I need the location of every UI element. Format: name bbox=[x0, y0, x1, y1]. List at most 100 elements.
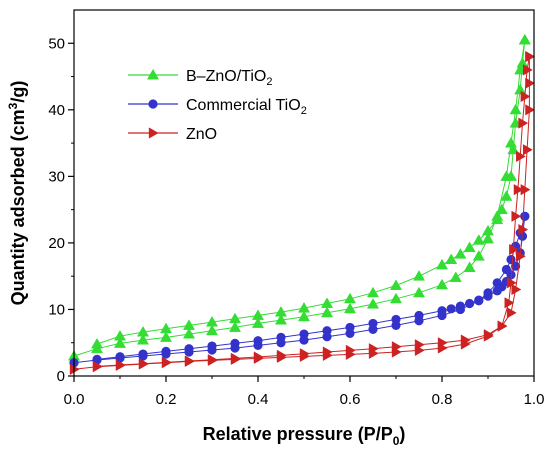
series-1-desorption-point bbox=[492, 286, 502, 296]
series-2-desorption-point bbox=[497, 320, 508, 332]
x-tick-label: 0.4 bbox=[248, 391, 269, 408]
series-2-desorption-line bbox=[96, 56, 530, 367]
series-0-adsorption-point bbox=[504, 136, 518, 148]
series-0-adsorption-point bbox=[136, 333, 150, 345]
x-axis-title-subscript: 0 bbox=[393, 434, 400, 448]
series-2-desorption-point bbox=[184, 355, 195, 367]
series-0-desorption-point bbox=[445, 253, 458, 264]
series-1-desorption-point bbox=[368, 318, 378, 329]
series-0-desorption-point bbox=[454, 248, 467, 259]
series-0-adsorption-point bbox=[320, 306, 334, 318]
y-axis-title-end: /g) bbox=[8, 81, 28, 103]
series-1-desorption-point bbox=[446, 304, 456, 314]
series-2-desorption-point bbox=[518, 117, 529, 129]
x-tick-label: 1.0 bbox=[524, 391, 545, 408]
series-0-adsorption-point bbox=[274, 313, 288, 325]
x-axis-title: Relative pressure (P/P0) bbox=[203, 424, 406, 448]
series-2-desorption-point bbox=[345, 344, 356, 357]
series-0-adsorption-point bbox=[228, 321, 242, 332]
series-2-adsorption-point bbox=[69, 363, 80, 375]
series-0-desorption-point bbox=[481, 224, 495, 236]
series-2-adsorption-point bbox=[522, 144, 533, 156]
y-axis-title-superscript: 3 bbox=[6, 102, 20, 109]
x-tick-label: 0.0 bbox=[64, 391, 85, 408]
series-0-desorption-point bbox=[504, 170, 518, 181]
series-0-adsorption-point bbox=[113, 337, 127, 348]
series-0-desorption-point bbox=[297, 302, 311, 313]
series-0-desorption-point bbox=[435, 258, 449, 270]
series-2-desorption-point bbox=[513, 184, 524, 196]
series-2-desorption-point bbox=[506, 277, 517, 289]
series-0-desorption-point bbox=[205, 315, 219, 327]
series-0 bbox=[67, 33, 531, 361]
series-0-adsorption-point bbox=[472, 250, 485, 261]
series-0-desorption-point bbox=[182, 319, 196, 330]
series-0-desorption-point bbox=[463, 241, 476, 253]
series-0-adsorption-point bbox=[182, 327, 196, 339]
series-2-adsorption-point bbox=[516, 250, 526, 262]
legend: B–ZnO/TiO2 Commercial TiO2 ZnO bbox=[128, 68, 307, 143]
series-0-adsorption-point bbox=[389, 292, 403, 304]
series-0-desorption-point bbox=[500, 190, 513, 201]
series-0-desorption-point bbox=[389, 279, 403, 290]
legend-label-0: B–ZnO/TiO2 bbox=[186, 68, 272, 88]
x-tick-label: 0.2 bbox=[156, 391, 177, 408]
series-1-desorption-point bbox=[322, 326, 332, 336]
series-1-desorption-point bbox=[391, 314, 401, 325]
series-2-adsorption-point bbox=[506, 307, 517, 319]
series-2-adsorption-point bbox=[511, 283, 522, 296]
series-2-desorption-point bbox=[368, 343, 379, 355]
series-1-desorption-point bbox=[455, 301, 466, 311]
x-tick-label: 0.8 bbox=[432, 391, 453, 408]
series-1-desorption-point bbox=[345, 322, 355, 333]
series-0-adsorption-point bbox=[449, 271, 462, 282]
y-tick-label: 10 bbox=[48, 301, 65, 318]
series-0-desorption-point bbox=[159, 322, 173, 334]
series-1-desorption-point bbox=[474, 295, 484, 305]
legend-marker-0 bbox=[146, 68, 160, 80]
series-2-desorption-point bbox=[483, 329, 494, 341]
series-0-desorption-point bbox=[366, 286, 380, 298]
series-0-desorption-point bbox=[90, 337, 104, 349]
series-0-desorption-point bbox=[472, 234, 485, 245]
legend-label-2: ZnO bbox=[186, 126, 217, 143]
series-1-desorption-point bbox=[510, 261, 521, 271]
series-1-desorption-point bbox=[465, 298, 475, 309]
series-2-desorption-point bbox=[460, 334, 471, 346]
series-1-desorption-point bbox=[276, 332, 286, 343]
series-0-desorption-point bbox=[491, 213, 504, 225]
series-0-desorption-point bbox=[412, 270, 426, 281]
series-2-adsorption-point bbox=[525, 104, 536, 116]
series-2 bbox=[69, 50, 536, 375]
series-0-adsorption-point bbox=[412, 286, 426, 298]
series-2-desorption-point bbox=[207, 354, 218, 366]
series-0-adsorption-point bbox=[343, 302, 357, 314]
x-axis-title-end: ) bbox=[399, 424, 405, 444]
series-2-desorption-point bbox=[253, 351, 264, 363]
series-1-desorption-point bbox=[207, 341, 217, 351]
y-tick-label: 50 bbox=[48, 35, 65, 52]
series-2-desorption-point bbox=[522, 64, 533, 76]
y-axis-title: Quantity adsorbed (cm3/g) bbox=[6, 81, 28, 306]
series-2-adsorption-point bbox=[525, 77, 536, 89]
y-tick-label: 40 bbox=[48, 102, 65, 119]
series-2-desorption-point bbox=[520, 90, 531, 103]
series-2-adsorption-point bbox=[518, 223, 529, 236]
series-0-adsorption-point bbox=[251, 317, 265, 328]
series-0-adsorption-point bbox=[463, 261, 476, 272]
legend-marker-2 bbox=[148, 127, 159, 139]
y-tick-label: 20 bbox=[48, 235, 65, 252]
ticks-layer: 0.0 0.2 0.4 0.6 0.8 1.0 0 10 20 30 40 50 bbox=[48, 35, 544, 408]
series-0-adsorption-point bbox=[205, 324, 219, 336]
series-2-desorption-point bbox=[161, 356, 172, 368]
series-0-desorption-point bbox=[320, 297, 334, 308]
series-0-desorption-point bbox=[343, 292, 357, 304]
series-2-desorption-point bbox=[138, 358, 149, 370]
series-0-desorption-point bbox=[251, 309, 265, 320]
series-2-desorption-point bbox=[504, 297, 515, 309]
series-0-desorption-point bbox=[495, 203, 508, 215]
series-2-desorption-point bbox=[511, 210, 522, 222]
series-0-adsorption-point bbox=[159, 331, 173, 342]
series-2-desorption-point bbox=[276, 349, 287, 362]
